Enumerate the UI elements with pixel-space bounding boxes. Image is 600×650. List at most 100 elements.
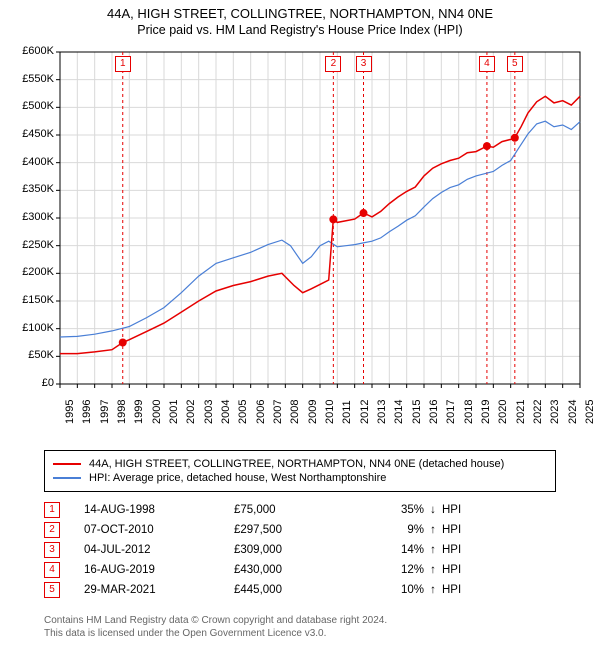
sale-pct: 35%	[364, 504, 424, 516]
sale-row: 1 14-AUG-1998£75,00035%↓HPI	[44, 502, 556, 518]
sale-index-box: 5	[44, 582, 60, 598]
x-axis-label: 2012	[359, 400, 371, 424]
x-axis-label: 2014	[393, 400, 405, 424]
sale-row: 3 04-JUL-2012£309,00014%↑HPI	[44, 542, 556, 558]
legend-swatch	[53, 463, 81, 465]
y-axis-label: £400K	[10, 156, 54, 168]
x-axis-label: 2008	[289, 400, 301, 424]
sale-pct: 12%	[364, 564, 424, 576]
sale-date: 04-JUL-2012	[84, 544, 234, 556]
sale-price: £445,000	[234, 584, 364, 596]
x-axis-label: 2023	[549, 400, 561, 424]
x-axis-label: 1998	[116, 400, 128, 424]
footer-line-1: Contains HM Land Registry data © Crown c…	[44, 614, 556, 627]
x-axis-label: 2022	[532, 400, 544, 424]
sales-table: 114-AUG-1998£75,00035%↓HPI207-OCT-2010£2…	[44, 498, 556, 602]
sale-date: 14-AUG-1998	[84, 504, 234, 516]
chart-subtitle: Price paid vs. HM Land Registry's House …	[0, 23, 600, 37]
x-axis-label: 2015	[411, 400, 423, 424]
y-axis-label: £450K	[10, 128, 54, 140]
legend-row: 44A, HIGH STREET, COLLINGTREE, NORTHAMPT…	[53, 458, 547, 470]
x-axis-label: 2011	[341, 400, 353, 424]
sale-index-box: 1	[44, 502, 60, 518]
y-axis-label: £500K	[10, 100, 54, 112]
y-axis-label: £250K	[10, 239, 54, 251]
sale-vs-label: HPI	[442, 544, 482, 556]
x-axis-label: 1997	[99, 400, 111, 424]
y-axis-label: £350K	[10, 183, 54, 195]
x-axis-label: 2009	[307, 400, 319, 424]
sale-row: 5 29-MAR-2021£445,00010%↑HPI	[44, 582, 556, 598]
sale-marker-5: 5	[507, 56, 523, 72]
sale-pct: 14%	[364, 544, 424, 556]
sale-pct: 9%	[364, 524, 424, 536]
x-axis-label: 2001	[168, 400, 180, 424]
arrow-down-icon: ↓	[424, 504, 442, 516]
legend-swatch	[53, 477, 81, 479]
sale-date: 07-OCT-2010	[84, 524, 234, 536]
sale-marker-1: 1	[115, 56, 131, 72]
x-axis-label: 2020	[497, 400, 509, 424]
x-axis-label: 2021	[515, 400, 527, 424]
sale-index-box: 4	[44, 562, 60, 578]
sale-marker-3: 3	[356, 56, 372, 72]
x-axis-label: 2013	[376, 400, 388, 424]
sale-date: 29-MAR-2021	[84, 584, 234, 596]
sale-marker-4: 4	[479, 56, 495, 72]
x-axis-label: 1995	[64, 400, 76, 424]
sale-pct: 10%	[364, 584, 424, 596]
sale-index-box: 2	[44, 522, 60, 538]
x-axis-label: 2004	[220, 400, 232, 424]
y-axis-label: £0	[10, 377, 54, 389]
sale-marker-2: 2	[325, 56, 341, 72]
arrow-up-icon: ↑	[424, 524, 442, 536]
sale-price: £430,000	[234, 564, 364, 576]
legend-label: 44A, HIGH STREET, COLLINGTREE, NORTHAMPT…	[89, 458, 504, 470]
sale-index-box: 3	[44, 542, 60, 558]
x-axis-label: 2007	[272, 400, 284, 424]
sale-vs-label: HPI	[442, 524, 482, 536]
y-axis-label: £150K	[10, 294, 54, 306]
x-axis-label: 2010	[324, 400, 336, 424]
x-axis-label: 2005	[237, 400, 249, 424]
y-axis-label: £550K	[10, 73, 54, 85]
x-axis-label: 2002	[185, 400, 197, 424]
sale-row: 2 07-OCT-2010£297,5009%↑HPI	[44, 522, 556, 538]
x-axis-label: 2006	[255, 400, 267, 424]
x-axis-label: 1996	[81, 400, 93, 424]
sale-date: 16-AUG-2019	[84, 564, 234, 576]
sale-row: 416-AUG-2019£430,00012%↑HPI	[44, 562, 556, 578]
x-axis-label: 2003	[203, 400, 215, 424]
x-axis-label: 2019	[480, 400, 492, 424]
data-attribution: Contains HM Land Registry data © Crown c…	[44, 614, 556, 640]
x-axis-label: 1999	[133, 400, 145, 424]
y-axis-label: £50K	[10, 349, 54, 361]
title-block: 44A, HIGH STREET, COLLINGTREE, NORTHAMPT…	[0, 0, 600, 37]
x-axis-label: 2018	[463, 400, 475, 424]
chart-area: £0 £50K £100K £150K £200K £250K £300K £350K £400…	[10, 44, 590, 434]
x-axis-label: 2024	[567, 400, 579, 424]
sale-price: £297,500	[234, 524, 364, 536]
y-axis-label: £100K	[10, 322, 54, 334]
y-axis-label: £600K	[10, 45, 54, 57]
y-axis-label: £300K	[10, 211, 54, 223]
y-axis-label: £200K	[10, 266, 54, 278]
legend: 44A, HIGH STREET, COLLINGTREE, NORTHAMPT…	[44, 450, 556, 492]
footer-line-2: This data is licensed under the Open Gov…	[44, 627, 556, 640]
sale-price: £75,000	[234, 504, 364, 516]
chart-title: 44A, HIGH STREET, COLLINGTREE, NORTHAMPT…	[0, 6, 600, 21]
sale-vs-label: HPI	[442, 504, 482, 516]
legend-label: HPI: Average price, detached house, West…	[89, 472, 386, 484]
x-axis-label: 2016	[428, 400, 440, 424]
arrow-up-icon: ↑	[424, 564, 442, 576]
x-axis-label: 2025	[584, 400, 596, 424]
x-axis-label: 2000	[151, 400, 163, 424]
price-history-chart-page: 44A, HIGH STREET, COLLINGTREE, NORTHAMPT…	[0, 0, 600, 650]
arrow-up-icon: ↑	[424, 584, 442, 596]
sale-price: £309,000	[234, 544, 364, 556]
chart-svg	[10, 44, 590, 434]
x-axis-label: 2017	[445, 400, 457, 424]
arrow-up-icon: ↑	[424, 544, 442, 556]
legend-row: HPI: Average price, detached house, West…	[53, 472, 547, 484]
sale-vs-label: HPI	[442, 584, 482, 596]
